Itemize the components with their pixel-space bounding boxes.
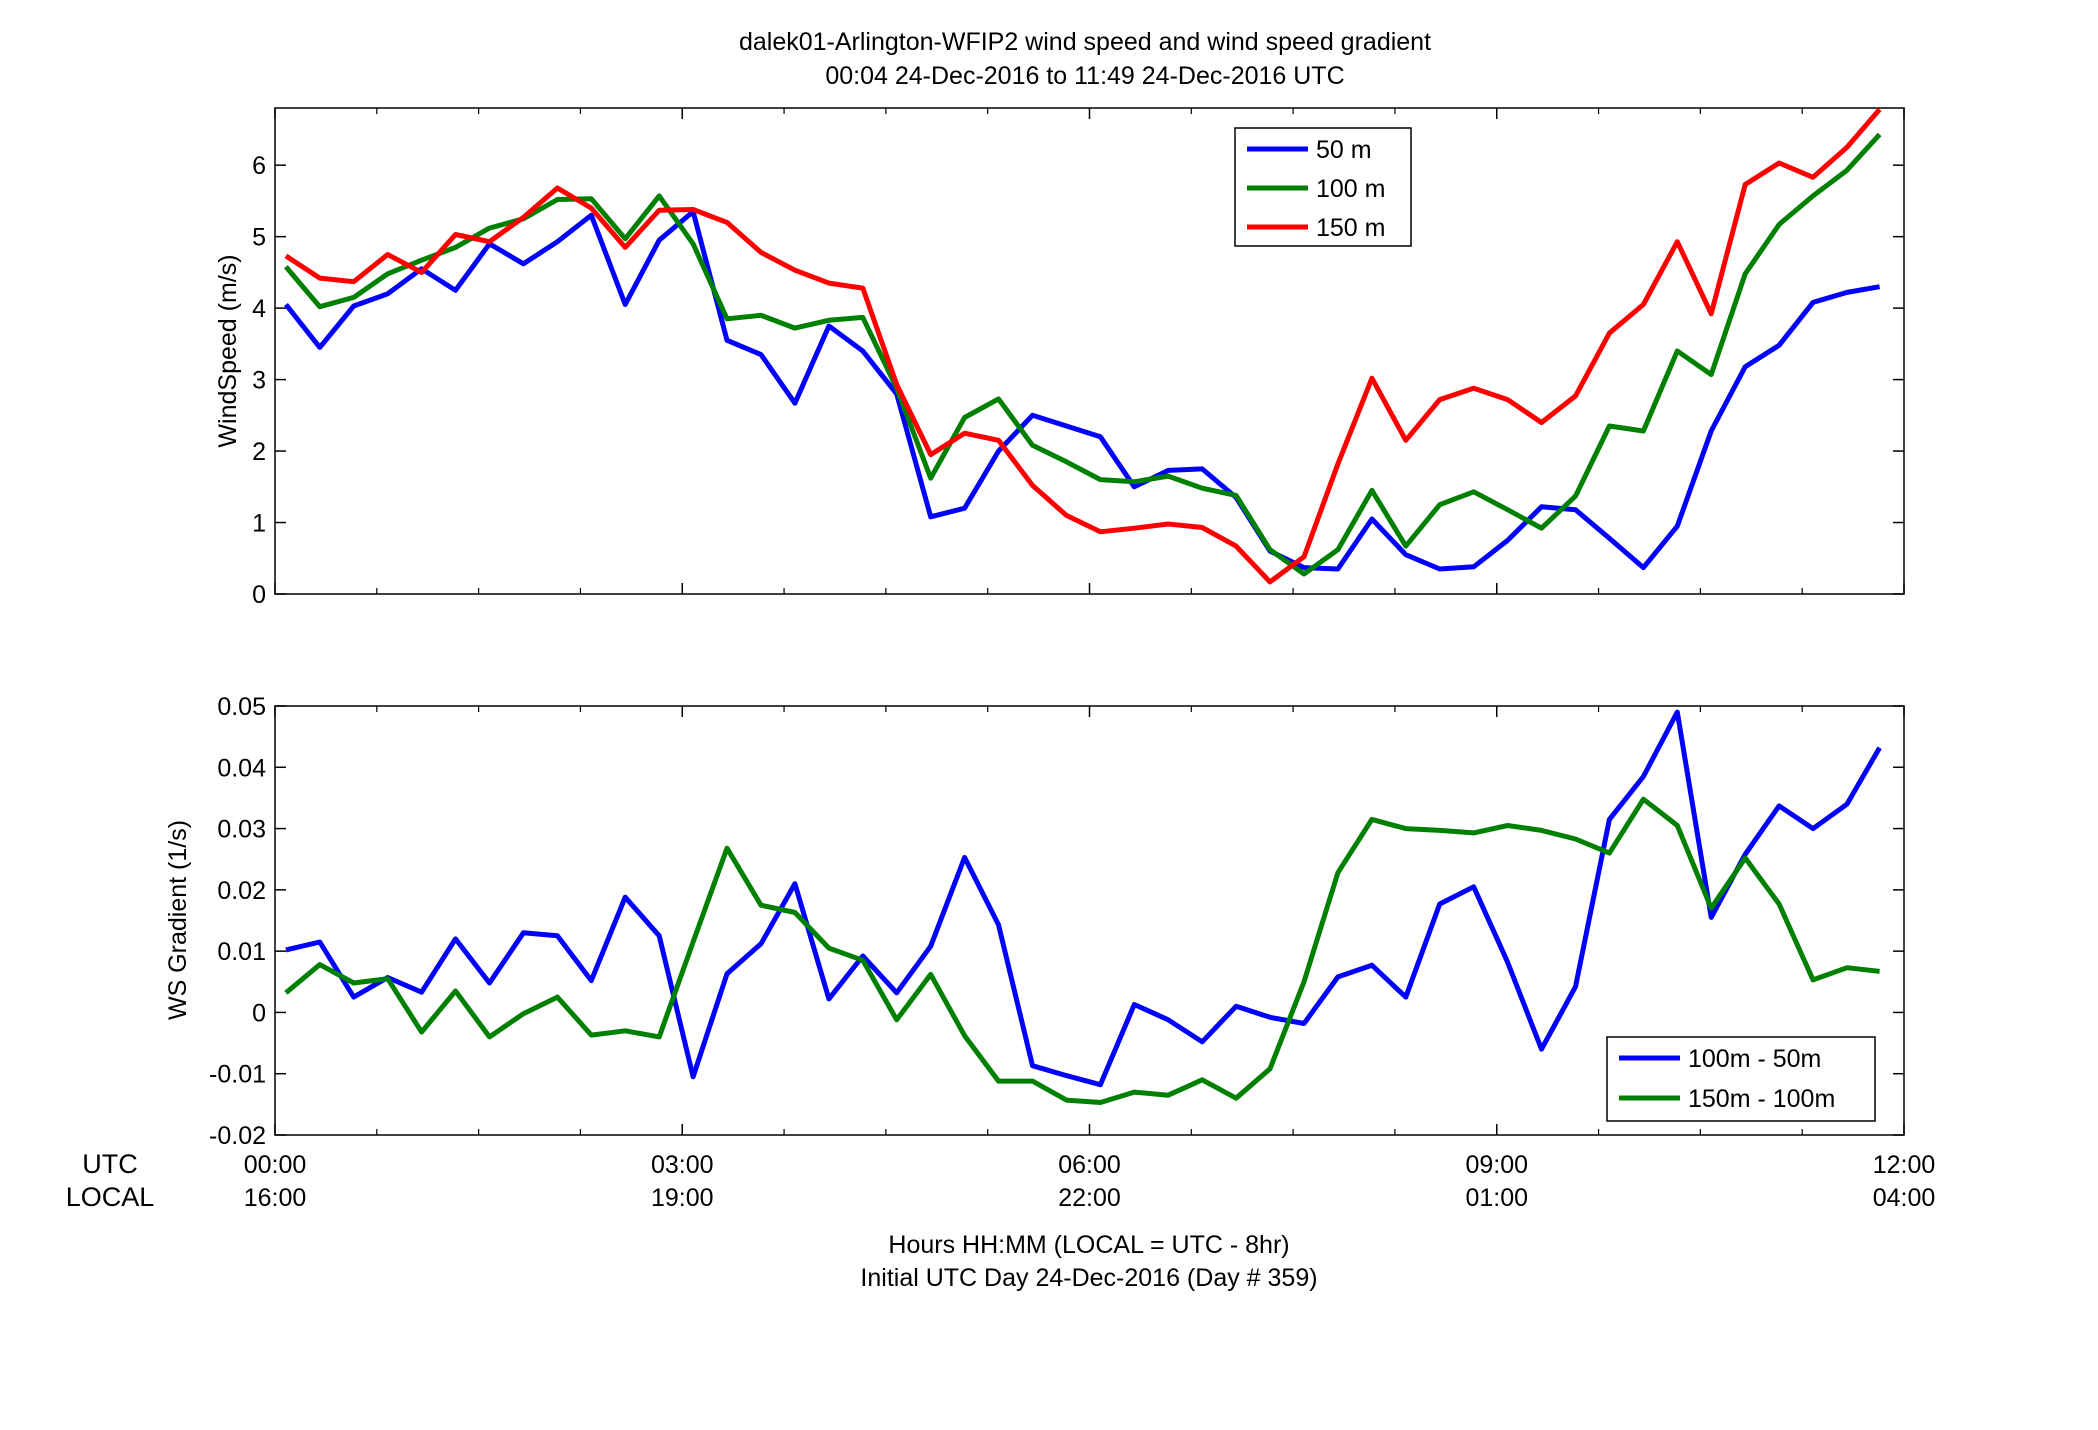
gradient-ytick-label: 0.05 [217, 693, 266, 721]
x-tick-label-utc: 09:00 [1465, 1151, 1528, 1179]
windspeed-ticks: 0 1 2 3 4 5 6 [252, 108, 1905, 609]
x-tick-label-local: 16:00 [244, 1184, 307, 1212]
utc-row-label: UTC [82, 1149, 138, 1179]
gradient-ytick-label: -0.02 [209, 1122, 266, 1150]
gradient-ticks: -0.02 -0.01 0 0.01 0.02 0.03 0.04 0.05 [209, 693, 1905, 1150]
x-tick-label-utc: 06:00 [1058, 1151, 1121, 1179]
windspeed-ytick-label: 3 [252, 367, 266, 395]
windspeed-ytick-label: 1 [252, 510, 266, 538]
x-tick-labels: 00:00 16:00 03:00 19:00 06:00 22:00 09:00 01:00… [244, 1151, 1936, 1212]
x-tick-label-utc: 12:00 [1873, 1151, 1936, 1179]
legend-label-150m: 150 m [1316, 214, 1385, 242]
windspeed-series [283, 107, 1882, 585]
gradient-ytick-label: -0.01 [209, 1061, 266, 1089]
windspeed-ytick-label: 4 [252, 295, 266, 323]
chart-title-line2: 00:04 24-Dec-2016 to 11:49 24-Dec-2016 U… [825, 62, 1344, 90]
windspeed-series-line-0 [283, 209, 1881, 572]
gradient-panel: -0.02 -0.01 0 0.01 0.02 0.03 0.04 0.05 WS Gradi… [164, 693, 1905, 1150]
windspeed-panel: 0 1 2 3 4 5 6 WindSpeed (m/s) 50 m 100 m 150 m [214, 107, 1905, 609]
gradient-ytick-label: 0.02 [217, 877, 266, 905]
gradient-ytick-label: 0.04 [217, 754, 266, 782]
windspeed-legend: 50 m 100 m 150 m [1234, 127, 1412, 247]
windspeed-ytick-label: 5 [252, 224, 266, 252]
windspeed-series-line-2 [284, 107, 1882, 585]
x-axis-label-line2: Initial UTC Day 24-Dec-2016 (Day # 359) [860, 1264, 1317, 1292]
x-tick-label-utc: 00:00 [244, 1151, 307, 1179]
x-tick-label-local: 04:00 [1873, 1184, 1936, 1212]
gradient-ytick-label: 0.01 [217, 938, 266, 966]
windspeed-ytick-label: 6 [252, 152, 266, 180]
windspeed-ytick-label: 2 [252, 438, 266, 466]
windspeed-y-axis-label: WindSpeed (m/s) [214, 254, 242, 447]
legend-label-50m: 50 m [1316, 136, 1372, 164]
legend-label-100m: 100 m [1316, 175, 1385, 203]
x-tick-label-local: 22:00 [1058, 1184, 1121, 1212]
gradient-y-axis-label: WS Gradient (1/s) [164, 820, 192, 1020]
windspeed-series-line-1 [283, 132, 1882, 577]
legend-label-100m-50m: 100m - 50m [1688, 1045, 1821, 1073]
windspeed-plot-area [274, 107, 1905, 595]
local-row-label: LOCAL [66, 1182, 155, 1212]
gradient-legend: 100m - 50m 150m - 100m [1606, 1036, 1876, 1122]
gradient-ytick-label: 0.03 [217, 816, 266, 844]
gradient-series-line-0 [285, 709, 1882, 1088]
x-tick-label-local: 01:00 [1465, 1184, 1528, 1212]
gradient-series-line-1 [284, 796, 1880, 1105]
gradient-series [284, 709, 1882, 1105]
windspeed-ytick-label: 0 [252, 581, 266, 609]
chart-title-line1: dalek01-Arlington-WFIP2 wind speed and w… [739, 28, 1431, 56]
gradient-ytick-label: 0 [252, 999, 266, 1027]
gradient-legend-box [1606, 1036, 1876, 1122]
x-tick-label-local: 19:00 [651, 1184, 714, 1212]
x-tick-label-utc: 03:00 [651, 1151, 714, 1179]
legend-label-150m-100m: 150m - 100m [1688, 1085, 1835, 1113]
x-axis-label-line1: Hours HH:MM (LOCAL = UTC - 8hr) [888, 1231, 1289, 1259]
